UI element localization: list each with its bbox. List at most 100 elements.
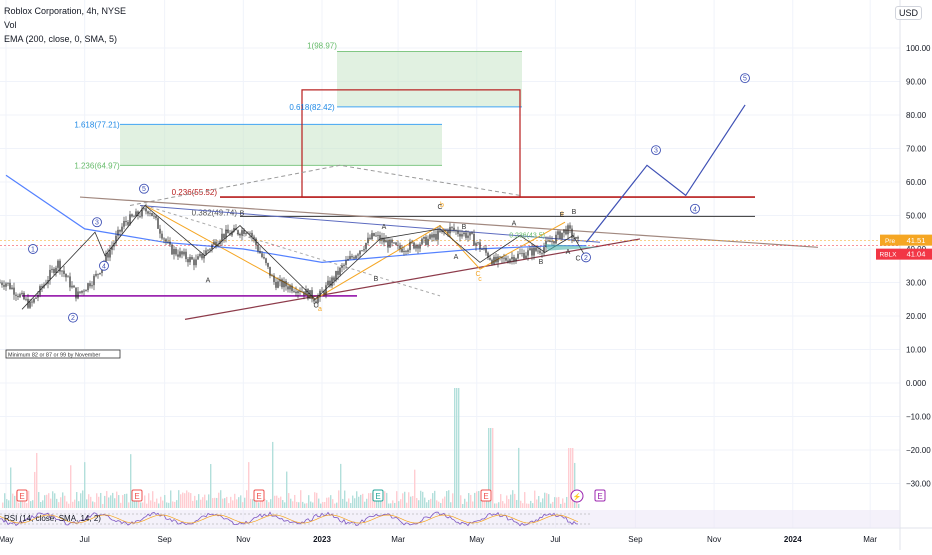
candle-body xyxy=(213,241,215,245)
volume-bar xyxy=(46,494,48,508)
candle-body xyxy=(537,250,539,252)
candle-body xyxy=(497,256,499,263)
candle-body xyxy=(423,236,425,239)
volume-bar xyxy=(574,462,576,508)
candle-body xyxy=(379,235,381,241)
candle-body xyxy=(359,250,361,255)
volume-bar xyxy=(410,496,412,508)
candle-body xyxy=(389,239,391,248)
wave-circle xyxy=(68,312,78,323)
time-tick-label: Sep xyxy=(628,535,643,544)
candle-body xyxy=(41,286,43,288)
candle-body xyxy=(7,282,9,284)
volume-bar xyxy=(458,388,460,508)
volume-bar xyxy=(158,503,160,508)
candle-body xyxy=(489,257,491,260)
volume-bar xyxy=(550,503,552,508)
candle-body xyxy=(437,230,439,240)
candle-body xyxy=(455,230,457,232)
candle-body xyxy=(433,234,435,238)
volume-bar xyxy=(422,491,424,508)
rsi-label: RSI (14, close, SMA, 14, 2) xyxy=(4,514,101,523)
candle-body xyxy=(159,228,161,234)
volume-bar xyxy=(544,492,546,508)
vol-label[interactable]: Vol xyxy=(4,20,17,30)
candle-body xyxy=(231,231,233,236)
volume-bar xyxy=(374,499,376,508)
earnings-marker xyxy=(253,489,265,502)
candle-body xyxy=(291,285,293,292)
volume-bar xyxy=(226,496,228,508)
volume-bar xyxy=(36,452,38,508)
candle-body xyxy=(543,247,545,254)
wave-letter: a xyxy=(318,306,322,313)
volume-bar xyxy=(476,491,478,508)
volume-bar xyxy=(68,503,70,508)
candle-body xyxy=(249,232,251,234)
candle-body xyxy=(191,257,193,260)
volume-bar xyxy=(206,500,208,508)
candle-body xyxy=(71,285,73,288)
candle-body xyxy=(563,229,565,233)
wave-label: 2 xyxy=(584,255,588,262)
volume-bar xyxy=(100,492,102,508)
candle-body xyxy=(197,256,199,260)
candle-body xyxy=(69,276,71,288)
wave-label: 5 xyxy=(142,186,146,193)
volume-bar xyxy=(236,499,238,508)
candle-body xyxy=(167,241,169,243)
earnings-marker-label: E xyxy=(19,492,24,501)
candle-body xyxy=(275,281,277,288)
volume-bar xyxy=(124,493,126,508)
volume-bar xyxy=(278,497,280,508)
candle-body xyxy=(261,253,263,258)
volume-bar xyxy=(116,491,118,508)
candle-body xyxy=(439,230,441,232)
candle-body xyxy=(377,235,379,236)
wave-label: 3 xyxy=(654,148,658,155)
time-tick-label: Nov xyxy=(707,535,721,544)
volume-bar xyxy=(280,496,282,508)
volume-bar xyxy=(220,490,222,508)
volume-bar xyxy=(238,497,240,508)
candle-body xyxy=(183,251,185,255)
volume-bar xyxy=(108,497,110,508)
volume-bar xyxy=(460,495,462,508)
wave-letter: B xyxy=(539,259,544,266)
candle-body xyxy=(287,286,289,290)
symbol-title[interactable]: Roblox Corporation, 4h, NYSE xyxy=(4,6,127,16)
currency-badge[interactable]: USD xyxy=(894,6,922,20)
volume-bar xyxy=(352,495,354,508)
volume-bar xyxy=(500,494,502,508)
time-tick-label: 2024 xyxy=(784,535,802,544)
candle-body xyxy=(417,245,419,249)
candle-body xyxy=(385,240,387,243)
volume-bar xyxy=(106,491,108,508)
candle-body xyxy=(297,291,299,294)
volume-bar xyxy=(464,498,466,508)
volume-bar xyxy=(224,498,226,508)
price-tick-label: 50.00 xyxy=(906,212,927,221)
volume-bar xyxy=(284,502,286,508)
volume-bar xyxy=(276,495,278,508)
candle-body xyxy=(449,226,451,234)
wave-letter: c xyxy=(478,276,482,283)
ema-line xyxy=(5,174,587,264)
volume-bar xyxy=(242,502,244,508)
candle-body xyxy=(335,270,337,281)
candle-body xyxy=(105,253,107,262)
pre-price-value: 41.51 xyxy=(907,236,926,245)
volume-bar xyxy=(530,500,532,508)
volume-bar xyxy=(330,495,332,508)
candle-body xyxy=(329,280,331,287)
candle-body xyxy=(169,241,171,245)
candle-body xyxy=(341,265,343,268)
candle-body xyxy=(567,225,569,235)
candle-body xyxy=(569,225,571,229)
candle-body xyxy=(83,290,85,292)
candle-body xyxy=(525,255,527,259)
ema-label[interactable]: EMA (200, close, 0, SMA, 5) xyxy=(4,34,118,44)
candle-body xyxy=(513,257,515,262)
